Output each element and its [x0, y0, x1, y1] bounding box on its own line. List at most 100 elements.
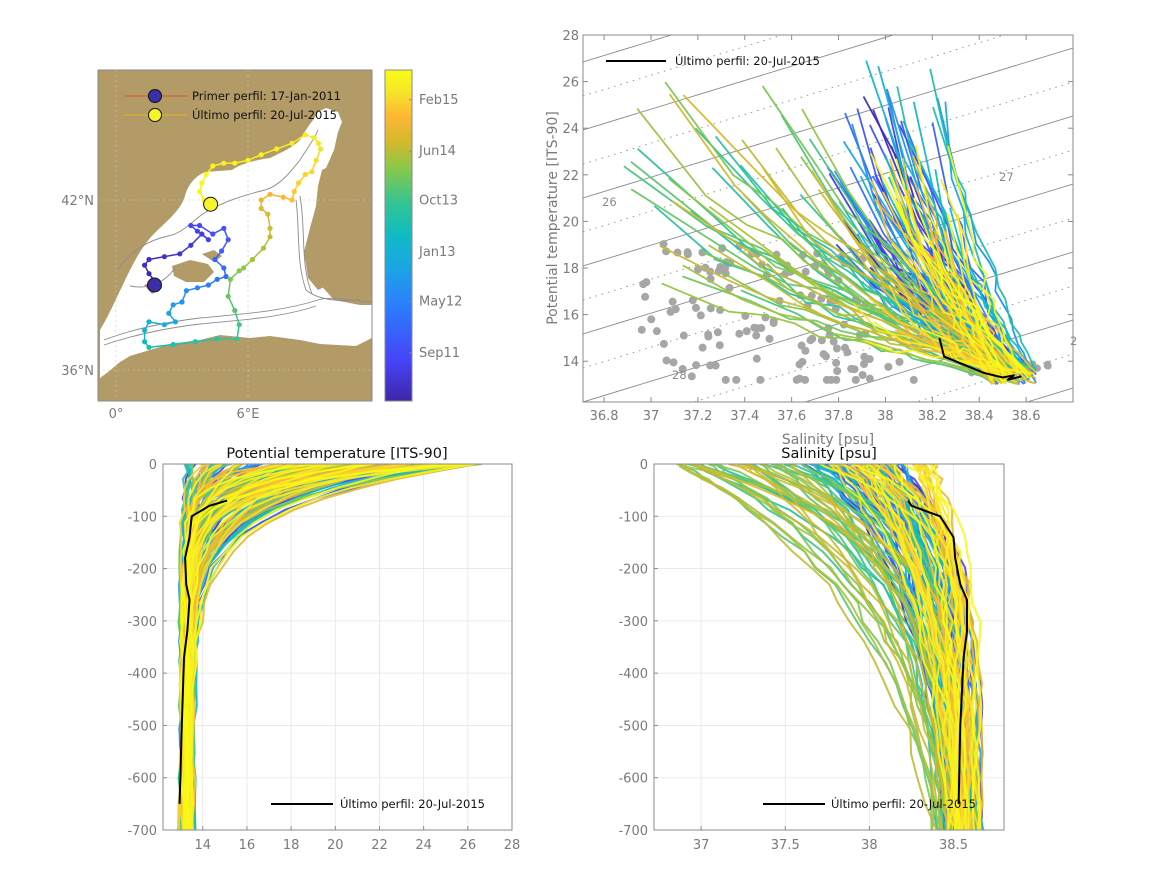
ts-gray-point [829, 337, 838, 346]
ts-ticks: 36.8 37 37.2 37.4 37.6 37.8 38 38.2 38.4 38.6 28 26… [562, 29, 1073, 424]
ts-last-profile [938, 337, 1022, 381]
s-profile-line [861, 464, 958, 830]
track-point [179, 299, 185, 305]
track-point [188, 242, 194, 248]
legend-marker-first [148, 89, 162, 103]
ts-gray-point [832, 344, 841, 353]
ts-gray-point [706, 361, 715, 370]
ts-gray-point [827, 375, 836, 384]
ts-ylabel: Potential temperature [ITS-90] [545, 111, 561, 325]
xtick-label: 16 [239, 838, 256, 853]
ts-profile-line [939, 178, 1022, 382]
track-point [146, 344, 152, 350]
track-point [267, 225, 273, 231]
ytick-label: -300 [127, 615, 157, 630]
track-point [289, 140, 295, 146]
graticule [98, 70, 372, 401]
t-ticks: 14 16 18 20 22 24 26 28 0 -100 -200 -300 -400 -500 -60… [127, 458, 520, 853]
track-point [203, 171, 209, 178]
ts-legend-label: Último perfil: 20-Jul-2015 [675, 53, 820, 68]
track-point [245, 157, 251, 163]
track-segment [227, 279, 232, 297]
ts-gray-point [756, 375, 765, 384]
ts-gray-point [687, 372, 696, 381]
track-point [236, 268, 242, 274]
ts-gray-point [909, 375, 918, 384]
ts-gray-point [698, 343, 707, 352]
colorbar-tick-label: Feb15 [419, 93, 459, 108]
track-point [177, 251, 183, 257]
track-segment [148, 255, 165, 261]
ytick-label: -600 [127, 772, 157, 787]
track-point [221, 160, 227, 166]
track-point [318, 146, 324, 152]
track-point [199, 180, 205, 186]
isopycnal-line [583, 35, 784, 97]
first-profile-marker [147, 277, 162, 293]
colorbar [384, 69, 413, 402]
ts-gray-point [713, 328, 722, 337]
ts-profile-line [864, 339, 1035, 375]
t-legend: Último perfil: 20-Jul-2015 [271, 796, 485, 811]
ts-xtick-label: 37.4 [730, 409, 759, 424]
t-profile-line [183, 464, 465, 830]
ts-gray-point [641, 292, 650, 301]
xtick-label: 37 [693, 838, 710, 853]
track-point [236, 322, 242, 328]
track-point [258, 197, 264, 203]
map-ytick-42n: 42°N [61, 194, 94, 209]
track-point [234, 336, 240, 342]
track-point [170, 341, 176, 348]
track-point [302, 132, 308, 138]
legend-marker-last [148, 108, 162, 122]
ts-gray-point [721, 375, 730, 384]
t-profile-line [181, 464, 321, 830]
colorbar-tick-label: Jun14 [418, 144, 456, 159]
xtick-label: 28 [504, 838, 521, 853]
ts-gray-point [742, 327, 751, 336]
ts-gray-point [1044, 362, 1052, 370]
track-point [166, 310, 172, 316]
ytick-label: 0 [640, 458, 648, 473]
t-profile-line [188, 464, 476, 830]
track-point [315, 140, 321, 146]
ts-gray-point [637, 325, 646, 334]
ts-ytick-label: 24 [562, 122, 579, 137]
ts-gray-point [801, 346, 810, 355]
ts-gray-point [679, 331, 688, 340]
ts-profile-line [949, 207, 1029, 372]
ts-ytick-label: 28 [562, 29, 579, 44]
track-point [249, 256, 255, 263]
ytick-label: -400 [127, 667, 157, 682]
ts-gray-point [711, 361, 720, 370]
ts-gray-point [715, 341, 724, 350]
ts-ytick-label: 18 [562, 262, 579, 277]
ts-gray-point [692, 361, 701, 370]
ytick-label: -100 [127, 510, 157, 525]
ts-gray-point [821, 352, 830, 361]
track-segment [199, 224, 214, 235]
xtick-label: 38 [861, 838, 878, 853]
ytick-label: -600 [618, 772, 648, 787]
colorbar-tick-label: Oct13 [419, 194, 458, 209]
colorbar-tick-label: May12 [419, 295, 462, 310]
legend-label-last: Último perfil: 20-Jul-2015 [192, 107, 337, 122]
track-point [225, 293, 231, 299]
track-segment [148, 321, 165, 326]
track-point [223, 273, 229, 280]
ytick-label: -200 [618, 563, 648, 578]
ts-gray-point [752, 354, 761, 363]
t-profiles [177, 464, 483, 830]
ts-xtick-label: 37.8 [824, 409, 853, 424]
track-point [146, 271, 152, 277]
ts-ytick-label: 20 [562, 215, 579, 230]
track-point [280, 194, 286, 200]
map-xtick-6e: 6°E [237, 407, 260, 422]
ts-gray-point [652, 327, 661, 336]
track-point [267, 191, 273, 197]
t-profile-line [190, 464, 410, 830]
track-point [210, 231, 216, 237]
ts-xtick-label: 37 [643, 409, 660, 424]
colorbar-tick-label: Sep11 [419, 346, 460, 361]
